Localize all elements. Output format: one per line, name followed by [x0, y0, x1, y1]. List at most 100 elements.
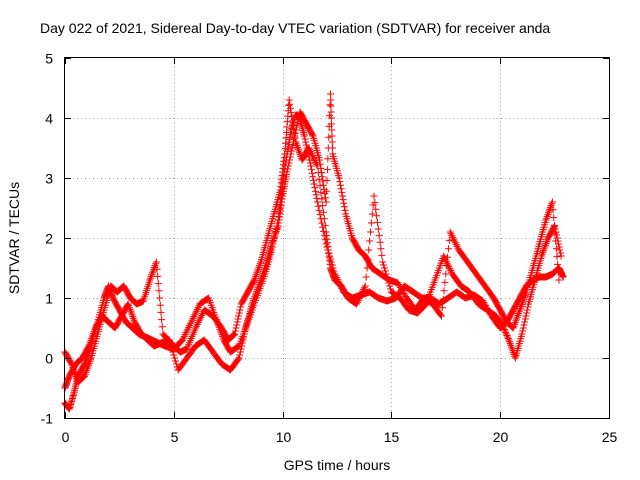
data-point: [83, 365, 91, 373]
data-point: [294, 143, 302, 151]
data-point: [556, 246, 564, 254]
data-point: [445, 236, 453, 244]
data-point: [447, 230, 455, 238]
data-points-layer: [61, 90, 567, 413]
data-point: [451, 239, 459, 247]
data-point: [538, 250, 546, 258]
data-point: [510, 322, 518, 330]
data-point: [248, 300, 256, 308]
series-trace-b: [61, 96, 565, 386]
data-point: [370, 192, 378, 200]
data-point: [396, 282, 404, 290]
data-point: [554, 268, 562, 276]
data-point: [127, 307, 135, 315]
data-point: [291, 132, 299, 140]
data-point: [312, 158, 320, 166]
data-point: [420, 302, 428, 310]
data-point: [232, 324, 240, 332]
data-point: [258, 273, 266, 281]
data-point: [289, 121, 297, 129]
data-point: [399, 288, 407, 296]
data-point: [292, 126, 300, 134]
data-point: [323, 176, 331, 184]
data-point: [193, 320, 201, 328]
data-point: [440, 254, 448, 262]
data-point: [353, 298, 361, 306]
data-point: [322, 198, 330, 206]
data-point: [362, 273, 370, 281]
data-point: [192, 324, 200, 332]
data-point: [235, 309, 243, 317]
data-point: [546, 205, 554, 213]
data-point: [285, 159, 293, 167]
data-point: [401, 291, 409, 299]
data-point: [291, 129, 299, 137]
data-point: [327, 108, 335, 116]
data-point: [376, 238, 384, 246]
data-point: [338, 188, 346, 196]
data-point: [398, 287, 406, 294]
y-tick-label: 2: [45, 231, 53, 247]
data-point: [302, 138, 310, 146]
data-point: [309, 176, 317, 184]
data-point: [504, 333, 512, 341]
data-point: [288, 147, 296, 155]
data-point: [316, 156, 324, 164]
data-point: [307, 162, 315, 170]
data-point: [300, 132, 308, 140]
data-point: [325, 133, 333, 141]
data-point: [541, 243, 549, 251]
data-point: [81, 370, 89, 378]
data-point: [256, 262, 264, 270]
data-point: [379, 258, 387, 266]
data-point: [170, 351, 178, 359]
data-point: [253, 287, 261, 295]
data-point: [356, 293, 364, 301]
data-point: [197, 313, 205, 321]
data-point: [183, 327, 191, 335]
data-point: [252, 271, 260, 279]
data-point: [328, 138, 336, 146]
data-point: [255, 280, 263, 288]
data-point: [514, 310, 522, 318]
data-point: [311, 184, 319, 192]
data-point: [204, 295, 212, 303]
x-tick-label: 10: [276, 429, 292, 445]
ticks-layer: 0 5 10 15 20 25 -1 0 1 2 3 4 5: [41, 51, 618, 446]
data-point: [441, 278, 449, 286]
data-point: [257, 275, 265, 283]
data-point: [313, 198, 321, 206]
y-tick-label: -1: [41, 411, 54, 427]
data-point: [520, 293, 528, 301]
chart-title: Day 022 of 2021, Sidereal Day-to-day VTE…: [40, 20, 550, 36]
data-point: [373, 212, 381, 220]
data-point: [146, 276, 154, 284]
data-point: [169, 348, 177, 356]
data-point: [381, 267, 389, 275]
data-point: [233, 321, 241, 329]
data-point: [294, 145, 302, 153]
data-point: [286, 153, 294, 161]
data-point: [308, 131, 316, 139]
data-point: [540, 247, 548, 255]
data-point: [327, 114, 335, 122]
data-point: [129, 314, 137, 322]
data-point: [192, 309, 200, 317]
data-point: [271, 231, 279, 239]
data-point: [308, 169, 316, 177]
data-point: [286, 156, 294, 164]
data-point: [377, 245, 385, 253]
data-point: [241, 327, 249, 335]
data-point: [502, 330, 510, 338]
data-point: [156, 294, 164, 302]
data-point: [257, 277, 265, 285]
data-point: [394, 279, 402, 287]
data-point: [518, 330, 526, 338]
data-point: [157, 308, 165, 316]
data-point: [320, 181, 328, 189]
data-point: [550, 221, 558, 229]
data-point: [181, 331, 189, 339]
data-point: [311, 187, 319, 195]
data-point: [543, 238, 551, 246]
data-point: [521, 318, 529, 326]
